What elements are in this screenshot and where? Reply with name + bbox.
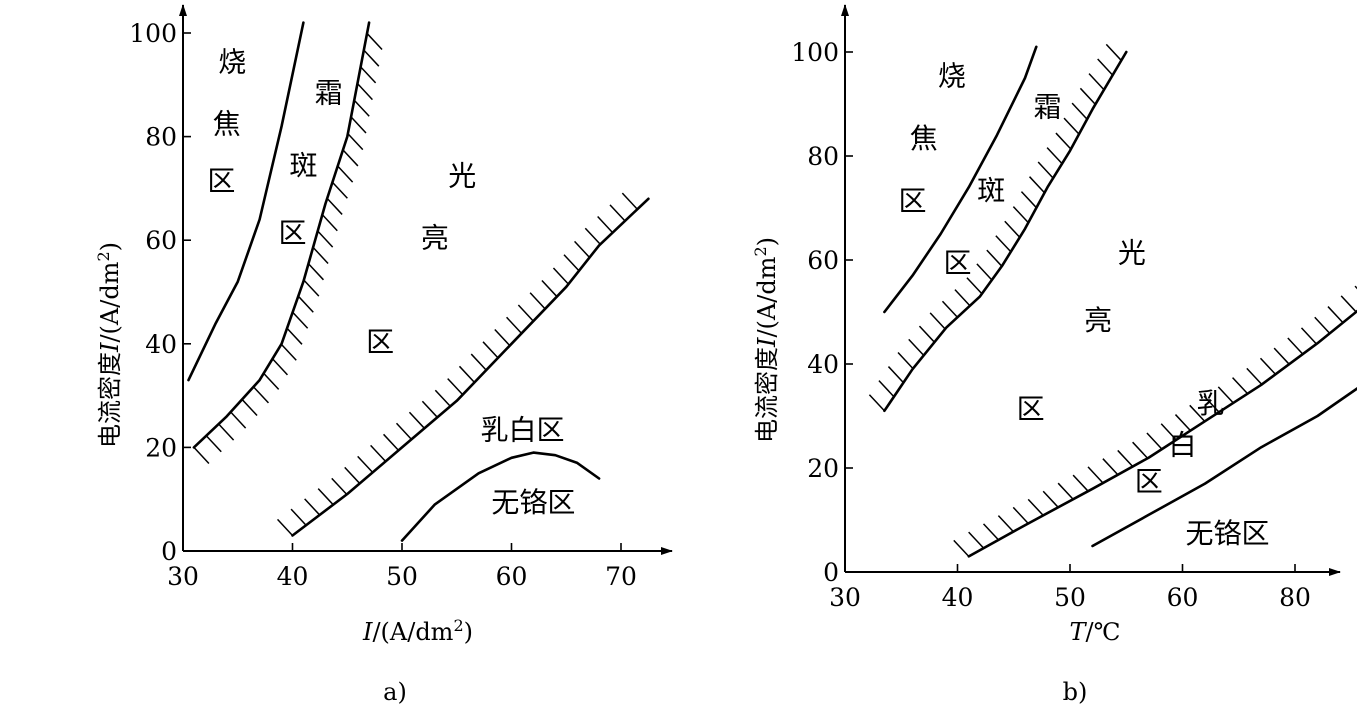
panel-a-y-tick-label: 100 xyxy=(129,19,177,48)
panel-a-region-label: 亮 xyxy=(421,222,449,255)
panel-b-region-label: 区 xyxy=(1135,465,1163,498)
panel-a-y-tick-label: 60 xyxy=(145,226,177,255)
panel-a-region-label: 区 xyxy=(366,325,394,358)
panel-b-hatching-3 xyxy=(953,285,1357,557)
panel-a-hatching-3 xyxy=(276,192,638,536)
panel-b-region-label: 亮 xyxy=(1084,304,1112,337)
panel-a-y-tick-label: 40 xyxy=(145,330,177,359)
panel-b-boundary-curve-2 xyxy=(883,50,1128,413)
panel-a-region-label: 焦 xyxy=(213,108,241,141)
panel-b-y-tick-label: 0 xyxy=(823,558,839,587)
panel-a-x-tick-label: 40 xyxy=(277,562,309,591)
panel-a-x-tick-label: 50 xyxy=(386,562,418,591)
panel-a-region-label: 霜 xyxy=(315,77,343,110)
panel-b-boundary-curve-1 xyxy=(883,45,1038,314)
panel-b-x-tick-label: 60 xyxy=(1167,583,1199,612)
panel-a-axes xyxy=(179,4,673,555)
panel-b-ticks: 30 40 50 60 80 0 20 40 60 80 100 xyxy=(791,38,1311,612)
panel-b-region-label: 霜 xyxy=(1033,91,1061,124)
panel-a-region-label: 无铬区 xyxy=(491,486,575,519)
panel-a-curves xyxy=(187,21,650,542)
panel-b-x-tick-label: 30 xyxy=(829,583,861,612)
panel-b-x-tick-label: 40 xyxy=(942,583,974,612)
panel-a-boundary-curve-3 xyxy=(291,197,650,537)
panel-b-y-tick-label: 60 xyxy=(807,246,839,275)
panel-a-x-tick-label: 70 xyxy=(605,562,637,591)
panel-b-x-axis-label: T/℃ xyxy=(1070,618,1121,646)
panel-b-y-tick-label: 40 xyxy=(807,350,839,379)
panel-b-x-tick-label: 50 xyxy=(1054,583,1086,612)
panel-b-region-label: 白 xyxy=(1168,429,1196,462)
panel-a-x-axis-label: I/(A/dm2) xyxy=(362,616,473,646)
panel-a-ticks: 30 40 50 60 70 0 20 40 60 80 100 xyxy=(129,19,637,591)
panel-a-region-label: 区 xyxy=(207,165,235,198)
panel-a-boundary-curve-1 xyxy=(187,21,305,382)
panel-a-y-axis-label: 电流密度I/(A/dm2) xyxy=(94,242,124,448)
panel-a-region-label: 光 xyxy=(448,160,476,193)
panel-a-region-label: 乳白区 xyxy=(480,413,564,446)
panel-b-y-axis-label: 电流密度I/(A/dm2) xyxy=(751,237,781,443)
panel-a-region-label: 斑 xyxy=(289,149,317,182)
panel-a-label: a) xyxy=(383,678,407,706)
panel-b-label: b) xyxy=(1063,678,1088,706)
panel-b-region-label: 烧 xyxy=(938,60,966,93)
panel-b-boundary-curve-3 xyxy=(967,309,1357,558)
panel-b-y-tick-label: 100 xyxy=(791,38,839,67)
panel-a-x-tick-label: 60 xyxy=(496,562,528,591)
panel-a-boundary-curve-4 xyxy=(400,451,601,542)
panel-a-y-tick-label: 20 xyxy=(145,433,177,462)
panel-a-y-tick-label: 80 xyxy=(145,123,177,152)
panel-b-boundary-curve-4 xyxy=(1091,387,1357,548)
panel-b-x-tick-label: 80 xyxy=(1279,583,1311,612)
panel-a-x-tick-label: 30 xyxy=(167,562,199,591)
panel-b-region-label: 区 xyxy=(943,247,971,280)
panel-b-region-label: 斑 xyxy=(977,174,1005,207)
panel-a-region-label: 区 xyxy=(278,217,306,250)
panel-b-region-label: 光 xyxy=(1118,236,1146,269)
panel-a-y-tick-label: 0 xyxy=(161,537,177,566)
panel-b-axes xyxy=(841,4,1341,576)
panel-b-region-label: 区 xyxy=(898,184,926,217)
panel-b-curves xyxy=(868,43,1357,558)
panel-b-region-label: 区 xyxy=(1017,392,1045,425)
panel-b-hatching-2 xyxy=(868,43,1122,412)
panel-b-y-tick-label: 20 xyxy=(807,454,839,483)
panel-a-region-label: 烧 xyxy=(218,46,246,79)
panel-a-hatching-2 xyxy=(193,32,383,464)
panel-b-y-tick-label: 80 xyxy=(807,142,839,171)
panel-b-region-label: 乳 xyxy=(1197,387,1225,420)
panel-b-region-label: 无铬区 xyxy=(1185,517,1269,550)
panel-b-region-label: 焦 xyxy=(910,122,938,155)
